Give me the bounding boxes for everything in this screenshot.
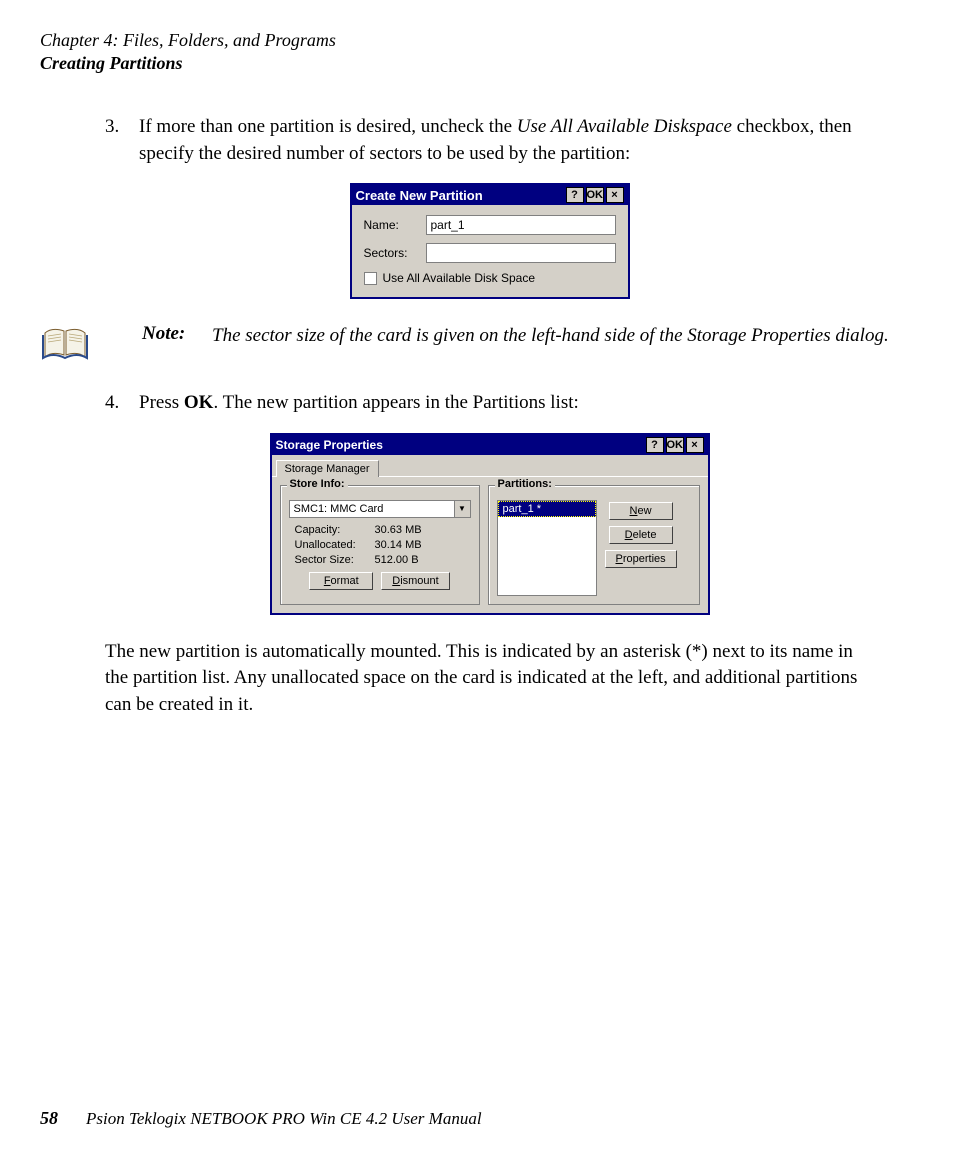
sectors-row: Sectors: <box>364 243 616 263</box>
dialog1-titlebar: Create New Partition ? OK × <box>352 185 628 205</box>
sectors-input[interactable] <box>426 243 616 263</box>
new-button[interactable]: New <box>609 502 673 520</box>
step4-prefix: Press <box>139 392 184 413</box>
content-area-2: 4. Press OK. The new partition appears i… <box>105 390 874 615</box>
capacity-label: Capacity: <box>295 524 375 536</box>
store-combo[interactable]: SMC1: MMC Card ▼ <box>289 500 471 518</box>
chapter-title: Chapter 4: Files, Folders, and Programs <box>40 30 914 51</box>
step-number: 3. <box>105 114 139 167</box>
capacity-row: Capacity: 30.63 MB <box>295 524 471 536</box>
ok-button[interactable]: OK <box>586 187 604 203</box>
footer-text: Psion Teklogix NETBOOK PRO Win CE 4.2 Us… <box>86 1109 482 1128</box>
sectors-label: Sectors: <box>364 246 426 260</box>
name-input[interactable] <box>426 215 616 235</box>
step-3-text: If more than one partition is desired, u… <box>139 114 874 167</box>
dismount-button[interactable]: Dismount <box>381 572 449 590</box>
step3-italic: Use All Available Diskspace <box>517 116 732 137</box>
result-paragraph: The new partition is automatically mount… <box>105 639 874 719</box>
step4-bold: OK <box>184 392 214 413</box>
create-partition-dialog-wrap: Create New Partition ? OK × Name: Sector… <box>105 183 874 299</box>
sector-size-label: Sector Size: <box>295 554 375 566</box>
content-area: 3. If more than one partition is desired… <box>105 114 874 299</box>
store-info-group: Store Info: SMC1: MMC Card ▼ Capacity: 3… <box>280 485 480 605</box>
unallocated-value: 30.14 MB <box>375 539 422 551</box>
store-info-title: Store Info: <box>287 478 348 490</box>
sector-size-row: Sector Size: 512.00 B <box>295 554 471 566</box>
dialog2-titlebar: Storage Properties ? OK × <box>272 435 708 455</box>
use-all-space-row: Use All Available Disk Space <box>364 271 616 285</box>
page-header: Chapter 4: Files, Folders, and Programs … <box>40 30 914 74</box>
dialog1-body: Name: Sectors: Use All Available Disk Sp… <box>352 205 628 297</box>
name-label: Name: <box>364 218 426 232</box>
page-footer: 58 Psion Teklogix NETBOOK PRO Win CE 4.2… <box>40 1108 482 1129</box>
dialog2-title: Storage Properties <box>276 438 644 452</box>
tab-storage-manager[interactable]: Storage Manager <box>276 460 379 477</box>
create-partition-dialog: Create New Partition ? OK × Name: Sector… <box>350 183 630 299</box>
help-button[interactable]: ? <box>646 437 664 453</box>
storage-properties-dialog-wrap: Storage Properties ? OK × Storage Manage… <box>105 433 874 615</box>
close-button[interactable]: × <box>686 437 704 453</box>
step-3: 3. If more than one partition is desired… <box>105 114 874 167</box>
format-button[interactable]: Format <box>309 572 373 590</box>
storage-properties-dialog: Storage Properties ? OK × Storage Manage… <box>270 433 710 615</box>
partition-btn-col: New Delete Properties <box>605 500 677 596</box>
store-combo-text: SMC1: MMC Card <box>290 503 454 515</box>
ok-button[interactable]: OK <box>666 437 684 453</box>
page-number: 58 <box>40 1108 58 1128</box>
unallocated-row: Unallocated: 30.14 MB <box>295 539 471 551</box>
section-title: Creating Partitions <box>40 53 914 74</box>
book-icon <box>40 325 90 361</box>
unallocated-label: Unallocated: <box>295 539 375 551</box>
step3-prefix: If more than one partition is desired, u… <box>139 116 517 137</box>
list-item[interactable]: part_1 * <box>498 501 596 517</box>
note-text: The sector size of the card is given on … <box>212 323 914 350</box>
note-label: Note: <box>142 323 212 350</box>
sector-size-value: 512.00 B <box>375 554 419 566</box>
dialog2-panel: Store Info: SMC1: MMC Card ▼ Capacity: 3… <box>272 476 708 613</box>
use-all-space-checkbox[interactable] <box>364 272 377 285</box>
properties-button[interactable]: Properties <box>605 550 677 568</box>
capacity-value: 30.63 MB <box>375 524 422 536</box>
step-number: 4. <box>105 390 139 417</box>
help-button[interactable]: ? <box>566 187 584 203</box>
delete-button[interactable]: Delete <box>609 526 673 544</box>
close-button[interactable]: × <box>606 187 624 203</box>
store-btn-row: Format Dismount <box>289 572 471 590</box>
partitions-group: Partitions: part_1 * New Delete Properti… <box>488 485 700 605</box>
partitions-listbox[interactable]: part_1 * <box>497 500 597 596</box>
partitions-title: Partitions: <box>495 478 555 490</box>
note-block: Note: The sector size of the card is giv… <box>40 323 914 366</box>
use-all-space-label: Use All Available Disk Space <box>383 271 536 285</box>
step-4-text: Press OK. The new partition appears in t… <box>139 390 874 417</box>
note-icon-wrap <box>40 323 102 366</box>
dialog1-title: Create New Partition <box>356 188 564 203</box>
name-row: Name: <box>364 215 616 235</box>
step-4: 4. Press OK. The new partition appears i… <box>105 390 874 417</box>
step4-suffix: . The new partition appears in the Parti… <box>213 392 578 413</box>
chevron-down-icon: ▼ <box>454 501 470 517</box>
tab-row: Storage Manager <box>272 455 708 476</box>
